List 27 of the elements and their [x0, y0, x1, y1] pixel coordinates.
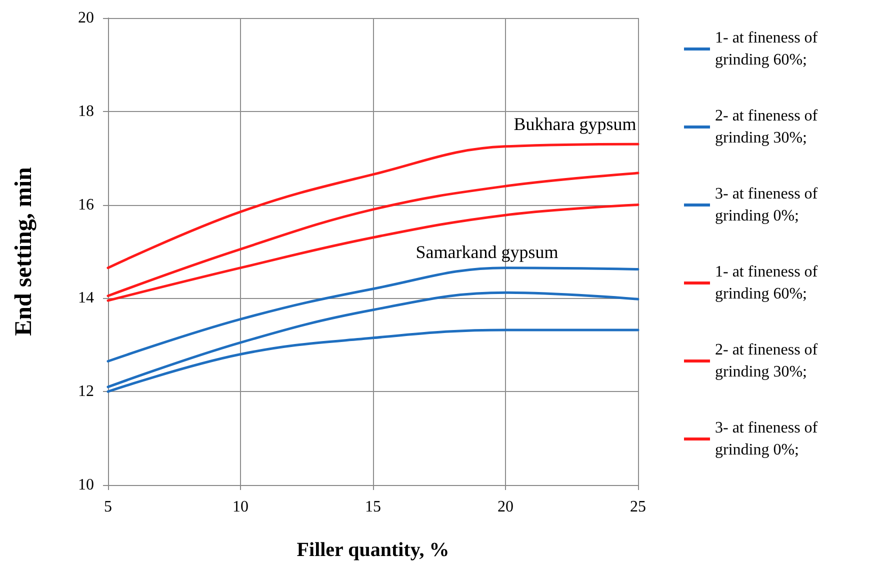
annotation: Samarkand gypsum: [416, 242, 558, 262]
line-series: [106, 266, 640, 362]
x-tick-label: 20: [498, 498, 514, 516]
x-tick-label: 10: [232, 498, 248, 516]
legend-label: 1- at fineness of grinding 60%;: [715, 30, 822, 68]
x-tick-label: 15: [365, 498, 381, 516]
line-series: [106, 328, 640, 393]
legend-label: 2- at fineness of grinding 30%;: [715, 108, 822, 146]
annotation: Bukhara gypsum: [514, 114, 636, 134]
y-tick-label: 18: [78, 102, 94, 120]
legend-label: 3- at fineness of grinding 0%;: [715, 420, 822, 458]
y-tick-label: 10: [78, 476, 94, 494]
legend-label: 3- at fineness of grinding 0%;: [715, 186, 822, 224]
y-tick-label: 16: [78, 196, 94, 214]
y-tick-label: 20: [78, 10, 94, 26]
line-series: [106, 204, 640, 302]
legend-label: 1- at fineness of grinding 60%;: [715, 264, 822, 302]
line-series: [106, 291, 640, 388]
y-tick-label: 12: [78, 383, 94, 400]
y-axis-title: End setting, min: [11, 167, 37, 336]
line-series: [106, 142, 640, 270]
x-tick-label: 5: [104, 498, 112, 516]
line-series: [106, 172, 640, 298]
y-tick-label: 14: [78, 290, 94, 307]
x-axis-title: Filler quantity, %: [296, 539, 450, 561]
x-tick-label: 25: [630, 498, 646, 516]
legend-label: 2- at fineness of grinding 30%;: [715, 342, 822, 380]
